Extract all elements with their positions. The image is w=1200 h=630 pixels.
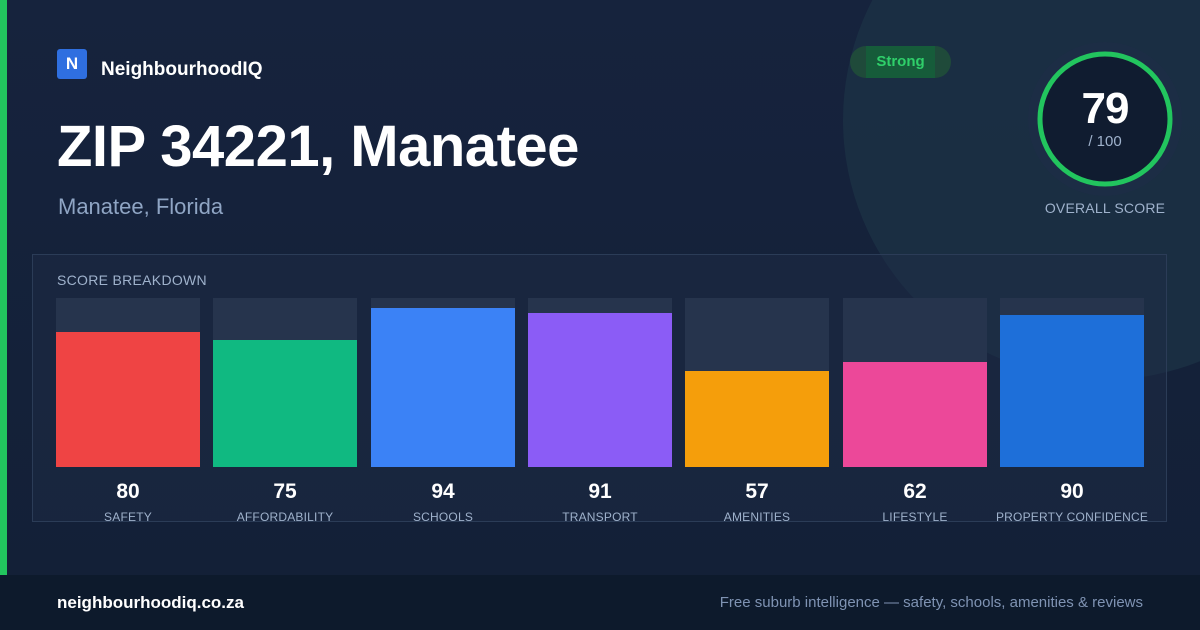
score-bar-safety: 80 SAFETY bbox=[56, 298, 200, 524]
score-bar-lifestyle: 62 LIFESTYLE bbox=[843, 298, 987, 524]
score-bar-label: SAFETY bbox=[104, 510, 152, 524]
footer-tagline: Free suburb intelligence — safety, schoo… bbox=[719, 594, 1143, 611]
score-bar-fill bbox=[843, 362, 987, 467]
score-bar-label: PROPERTY CONFIDENCE bbox=[995, 510, 1149, 524]
score-bar-affordability: 75 AFFORDABILITY bbox=[213, 298, 357, 524]
score-bar-label: LIFESTYLE bbox=[882, 510, 948, 524]
score-bar-track bbox=[56, 298, 200, 467]
footer: neighbourhoodiq.co.za Free suburb intell… bbox=[0, 575, 1200, 630]
footer-site-link[interactable]: neighbourhoodiq.co.za bbox=[57, 593, 244, 612]
score-bar-value: 91 bbox=[588, 480, 612, 503]
score-bar-fill bbox=[371, 308, 515, 467]
status-badge: Strong bbox=[850, 46, 951, 78]
score-bar-fill bbox=[528, 313, 672, 467]
score-bar-value: 94 bbox=[431, 480, 455, 503]
score-bar-track bbox=[528, 298, 672, 467]
overall-score-ring bbox=[1028, 42, 1182, 196]
score-bar-value: 90 bbox=[1060, 480, 1084, 503]
accent-stripe bbox=[0, 0, 7, 575]
score-bar-value: 80 bbox=[116, 480, 140, 503]
score-bar-fill bbox=[685, 371, 829, 467]
score-bar-fill bbox=[56, 332, 200, 467]
status-badge-highlight bbox=[866, 46, 935, 78]
score-bar-track bbox=[1000, 298, 1144, 467]
overall-score-value: 79 bbox=[1081, 84, 1130, 133]
score-bar-value: 75 bbox=[273, 480, 297, 503]
score-bar-fill bbox=[213, 340, 357, 467]
score-bar-label: AFFORDABILITY bbox=[236, 510, 334, 524]
score-bar-label: SCHOOLS bbox=[412, 510, 474, 524]
overall-score-max: / 100 bbox=[1088, 133, 1122, 150]
score-breakdown-title: SCORE BREAKDOWN bbox=[57, 272, 207, 288]
score-bar-property-confidence: 90 PROPERTY CONFIDENCE bbox=[996, 298, 1148, 524]
location-subtitle: Manatee, Florida bbox=[58, 194, 224, 219]
score-bar-track bbox=[843, 298, 987, 467]
score-bar-amenities: 57 AMENITIES bbox=[685, 298, 829, 524]
score-bar-track bbox=[371, 298, 515, 467]
score-breakdown-panel: SCORE BREAKDOWN 80 SAFETY 75 AFFORDABILITY 9… bbox=[32, 254, 1167, 524]
score-bar-track bbox=[685, 298, 829, 467]
brand-name: NeighbourhoodIQ bbox=[101, 59, 263, 80]
overall-score-label: OVERALL SCORE bbox=[1044, 200, 1166, 216]
score-bar-track bbox=[213, 298, 357, 467]
hero-panel: N NeighbourhoodIQ ZIP 34221, Manatee Man… bbox=[0, 0, 1200, 575]
brand-logo-icon: N bbox=[57, 49, 87, 79]
score-bar-schools: 94 SCHOOLS bbox=[371, 298, 515, 524]
score-bar-transport: 91 TRANSPORT bbox=[528, 298, 672, 524]
score-bar-label: TRANSPORT bbox=[562, 510, 638, 524]
score-ring-progress bbox=[1037, 51, 1173, 187]
score-bar-fill bbox=[1000, 315, 1144, 467]
page-title: ZIP 34221, Manatee bbox=[57, 114, 579, 179]
brand[interactable]: N NeighbourhoodIQ bbox=[57, 47, 262, 81]
score-bar-label: AMENITIES bbox=[723, 510, 791, 524]
status-badge-label: Strong bbox=[876, 53, 925, 70]
score-bar-value: 57 bbox=[745, 480, 769, 503]
score-bar-value: 62 bbox=[903, 480, 927, 503]
